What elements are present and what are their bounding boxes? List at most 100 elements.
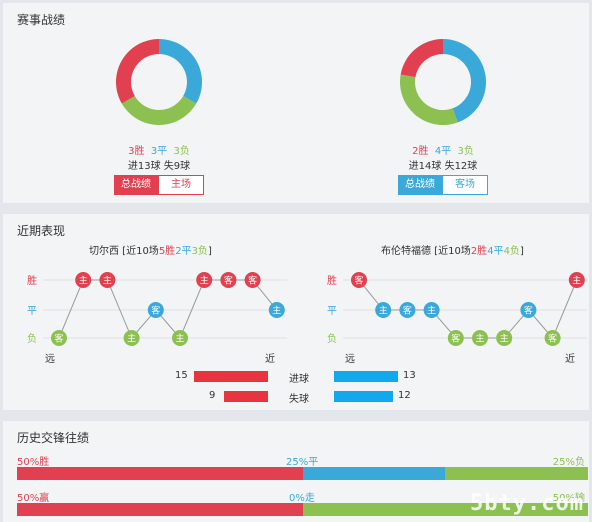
home-recent-draws: 2平 xyxy=(175,246,192,257)
away-form-point xyxy=(520,302,537,318)
home-record-tabs: 总战绩 主场 xyxy=(114,175,204,195)
home-form-point xyxy=(220,272,237,288)
away-donut-slice-draw xyxy=(443,39,486,123)
away-losses: 3负 xyxy=(457,146,474,157)
away-scored-value: 13 xyxy=(403,370,416,381)
away-total-record-button[interactable]: 总战绩 xyxy=(398,175,442,195)
away-donut-slice-lose xyxy=(400,74,458,126)
home-recent-losses: 3负 xyxy=(191,246,208,257)
away-form-point-venue: 主 xyxy=(379,305,388,317)
away-form-point xyxy=(351,272,367,288)
home-form-point-venue: 主 xyxy=(175,333,184,345)
home-goals-line: 进13球 失9球 xyxy=(127,161,191,172)
away-form-point-venue: 客 xyxy=(451,333,460,345)
h2h-win-label: 50%胜 xyxy=(17,457,50,468)
away-form-point-venue: 客 xyxy=(403,305,412,317)
home-form-point xyxy=(51,330,67,346)
away-form-point xyxy=(447,330,464,346)
h2h-handicap-bar xyxy=(17,503,588,516)
history-title: 历史交锋往绩 xyxy=(17,431,90,445)
home-form-chart: 胜平负 客主 主主客主主客客主远近 xyxy=(27,272,287,365)
home-record-donut xyxy=(116,39,202,125)
home-conceded-bar xyxy=(223,391,268,402)
home-form-point-venue: 客 xyxy=(151,305,160,317)
away-form-point xyxy=(399,302,416,318)
home-form-line xyxy=(58,279,278,339)
recent-form-panel: 近期表现 切尔西 [近10场5胜2平3负] 布伦特福德 [近10场2胜4平4负]… xyxy=(3,214,589,410)
home-form-point-venue: 主 xyxy=(200,275,209,287)
home-recent-summary: 切尔西 [近10场5胜2平3负] xyxy=(89,242,212,257)
away-recent-summary: 布伦特福德 [近10场2胜4平4负] xyxy=(381,242,524,257)
home-form-row-label: 负 xyxy=(27,332,37,345)
away-form-point-venue: 客 xyxy=(548,333,557,345)
home-summary-suffix: ] xyxy=(207,246,212,257)
h2h-lose-label: 25%负 xyxy=(552,457,585,468)
home-form-point-venue: 主 xyxy=(272,305,281,317)
home-form-point-venue: 主 xyxy=(79,275,88,287)
home-form-point-venue: 主 xyxy=(103,275,112,287)
away-form-line xyxy=(358,279,578,339)
home-recent-wins: 5胜 xyxy=(158,246,176,257)
h2h-result-segment-lose xyxy=(445,467,588,480)
away-form-near-label: 近 xyxy=(565,352,575,365)
home-form-point-venue: 客 xyxy=(54,333,63,345)
head-to-head-panel: 历史交锋往绩 50%胜 25%平 25%负 50%赢 0%走 50%输 xyxy=(3,421,589,522)
away-summary-prefix: [近10场 xyxy=(431,246,471,257)
away-venue-record-button[interactable]: 客场 xyxy=(442,175,488,195)
away-conceded-value: 12 xyxy=(398,390,411,401)
home-form-point xyxy=(244,272,261,288)
home-form-point xyxy=(147,302,164,318)
away-recent-losses: 4负 xyxy=(503,246,520,257)
home-form-row-label: 胜 xyxy=(27,275,37,287)
home-draws: 3平 xyxy=(150,146,168,157)
away-summary-suffix: ] xyxy=(519,246,524,257)
away-record-tabs: 总战绩 客场 xyxy=(398,175,488,195)
h2h-handicap-segment-lose xyxy=(302,503,588,516)
away-form-row-label: 平 xyxy=(327,306,337,317)
home-summary-prefix: [近10场 xyxy=(119,246,159,257)
away-form-point-venue: 主 xyxy=(572,275,581,287)
home-conceded-value: 9 xyxy=(209,390,216,401)
home-form-near-label: 近 xyxy=(265,352,275,365)
away-form-point xyxy=(544,330,561,346)
scored-label: 进球 xyxy=(289,374,309,385)
h2h-handicap-segment-win xyxy=(17,503,303,516)
home-form-far-label: 远 xyxy=(45,353,55,365)
away-form-point-venue: 主 xyxy=(427,305,436,317)
recent-title: 近期表现 xyxy=(17,224,66,238)
away-form-point xyxy=(568,272,585,288)
home-form-point-venue: 主 xyxy=(127,333,136,345)
away-record-donut xyxy=(400,39,486,126)
home-form-point xyxy=(268,302,285,318)
home-form-point xyxy=(172,330,188,346)
away-form-point xyxy=(375,302,392,318)
away-scored-bar xyxy=(334,371,399,382)
home-wins: 3胜 xyxy=(128,146,145,157)
away-team-name: 布伦特福德 xyxy=(381,246,431,257)
away-form-point-venue: 主 xyxy=(500,333,509,345)
away-form-point-venue: 主 xyxy=(475,333,484,345)
record-title: 赛事战绩 xyxy=(17,13,66,27)
away-form-point xyxy=(496,330,513,346)
h2h-result-segment-draw xyxy=(302,467,446,480)
away-draws: 4平 xyxy=(434,146,452,157)
home-total-record-button[interactable]: 总战绩 xyxy=(114,175,158,195)
home-form-point xyxy=(75,272,92,288)
home-form-point xyxy=(99,272,116,288)
home-form-point-venue: 客 xyxy=(224,275,233,287)
h2h-handicap-push-label: 0%走 xyxy=(289,493,315,504)
home-venue-record-button[interactable]: 主场 xyxy=(158,175,204,195)
away-form-chart: 胜平负客主客主客主主客客主远近 xyxy=(327,272,587,365)
home-scored-bar xyxy=(194,371,268,382)
away-form-point-venue: 客 xyxy=(524,305,533,317)
h2h-result-segment-win xyxy=(17,467,303,480)
away-recent-draws: 4平 xyxy=(487,246,504,257)
home-form-point xyxy=(196,272,213,288)
home-donut-slice-win xyxy=(116,39,159,104)
home-donut-slice-draw xyxy=(159,39,202,104)
record-panel: 赛事战绩 3胜 3平 3负 进13球 失9球 总战绩 主场 2胜 4平 3负 进… xyxy=(3,3,589,203)
away-form-row-label: 负 xyxy=(327,332,337,345)
away-recent-wins: 2胜 xyxy=(470,246,488,257)
home-form-row-label: 平 xyxy=(27,306,37,317)
away-form-row-label: 胜 xyxy=(327,275,337,287)
